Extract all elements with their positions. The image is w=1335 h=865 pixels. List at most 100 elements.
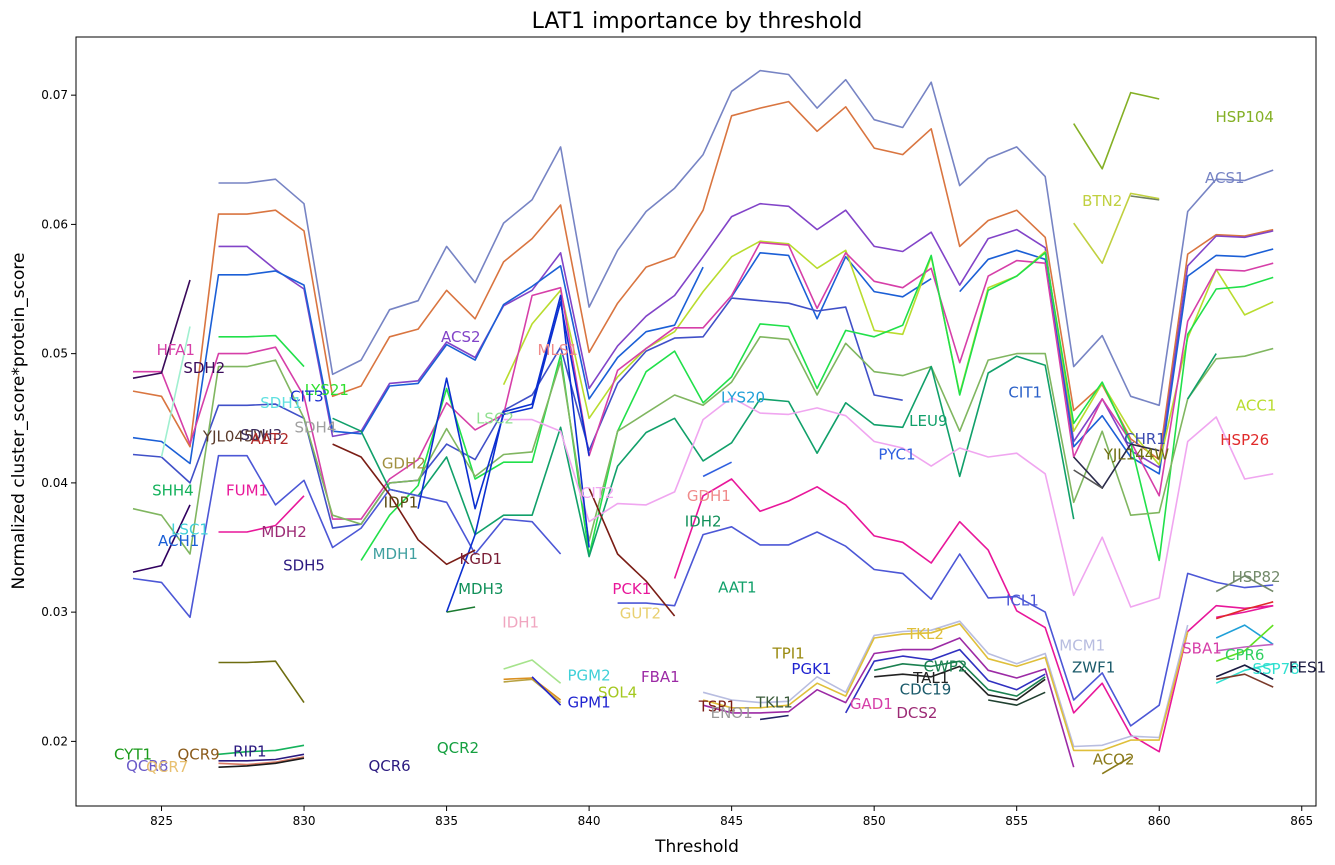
series-label: TPI1 (772, 644, 805, 662)
series-group (132, 69, 1274, 775)
series-line (844, 648, 1046, 714)
series-label: MDH1 (373, 545, 418, 563)
series-label: TAL1 (912, 669, 949, 687)
series-line (360, 252, 1274, 562)
y-tick-label: 0.07 (41, 88, 68, 102)
series-label: CDC19 (900, 681, 952, 699)
series-label: LEU9 (909, 412, 947, 430)
series-label: GDH1 (687, 487, 731, 505)
series-label: ICL1 (1006, 592, 1039, 610)
series-label: LYS21 (305, 381, 349, 399)
series-line (988, 691, 1046, 707)
series-line (1215, 601, 1274, 620)
series-label: CIT1 (1008, 383, 1042, 401)
series-line (1216, 643, 1274, 652)
series-line (503, 396, 1274, 608)
series-line (1215, 624, 1274, 646)
x-tick-label: 855 (1005, 814, 1028, 828)
series-label: MLS1 (538, 341, 578, 359)
series-line (702, 461, 732, 478)
y-tick-label: 0.06 (41, 217, 68, 231)
series-line (874, 665, 1046, 701)
series-line (702, 620, 1189, 748)
series-label: LSC2 (476, 409, 514, 427)
series-label: GAD1 (850, 695, 893, 713)
series-label: CHR1 (1124, 430, 1166, 448)
x-tick-label: 850 (863, 814, 886, 828)
series-label: GUT2 (620, 604, 661, 622)
series-line (503, 659, 562, 684)
series-label: ACC1 (1236, 396, 1277, 414)
series-label: MDH3 (458, 580, 503, 598)
y-tick-label: 0.05 (41, 347, 68, 361)
series-label: YJL045W (202, 427, 269, 445)
series-label: CIT2 (581, 484, 615, 502)
series-line (446, 606, 476, 613)
series-label: ACS1 (1205, 169, 1245, 187)
series-line (160, 326, 191, 458)
series-line (702, 622, 1189, 752)
series-line (218, 334, 305, 368)
series-line (1215, 664, 1274, 681)
series-label: DCS2 (896, 704, 937, 722)
series-line (132, 504, 191, 573)
series-label: QCR6 (368, 757, 410, 775)
series-label: SDH4 (294, 418, 336, 436)
series-label: TSP1 (698, 697, 736, 715)
series-line (1215, 663, 1274, 684)
series-line (445, 294, 590, 613)
series-label: ACO2 (1093, 750, 1135, 768)
series-label: MCM1 (1059, 637, 1105, 655)
series-label: PGK1 (791, 660, 831, 678)
series-label: HSP104 (1215, 108, 1273, 126)
y-tick-label: 0.02 (41, 734, 68, 748)
series-line (132, 335, 1274, 555)
series-label: SDH3 (240, 426, 282, 444)
series-label: FUM1 (226, 482, 268, 500)
series-line (218, 495, 305, 533)
series-label: CWP2 (923, 657, 967, 675)
series-label: SDH5 (283, 557, 325, 575)
series-line (218, 753, 305, 762)
series-line (132, 100, 1274, 461)
series-label: ENO1 (711, 704, 753, 722)
series-line (673, 478, 1274, 753)
series-label: SBA1 (1182, 639, 1222, 657)
series-line (132, 454, 562, 619)
series-label: ZWF1 (1072, 659, 1115, 677)
plot-area (75, 36, 1317, 807)
series-label: SHH4 (152, 482, 194, 500)
series-line (1073, 469, 1103, 489)
series-label: HSP26 (1220, 431, 1269, 449)
series-line (503, 678, 562, 704)
series-line (218, 744, 305, 756)
series-line (132, 264, 704, 465)
series-line (1130, 195, 1160, 201)
series-line (218, 202, 1274, 469)
series-label: AAT1 (718, 579, 756, 597)
series-label: FBA1 (641, 668, 680, 686)
series-label: FES1 (1289, 659, 1326, 677)
series-line (218, 757, 305, 768)
series-line (1215, 624, 1274, 662)
series-label: GPM1 (568, 694, 611, 712)
x-tick-label: 845 (720, 814, 743, 828)
series-line (1101, 756, 1132, 775)
series-label: HFA1 (157, 341, 195, 359)
y-tick-label: 0.04 (41, 476, 68, 490)
series-label: QCR9 (177, 745, 219, 763)
series-label: AAT2 (251, 430, 289, 448)
series-label: IDH1 (502, 613, 539, 631)
series-label: LYS20 (721, 389, 765, 407)
series-line (332, 355, 1075, 558)
series-line (702, 637, 1075, 768)
series-line (1073, 192, 1160, 265)
series-label: TKL2 (906, 625, 944, 643)
series-label: YJL144W (1103, 445, 1170, 463)
series-label: CPR6 (1225, 646, 1265, 664)
series-line (874, 660, 1046, 697)
series-label: SSP78 (1252, 660, 1299, 678)
series-line (1187, 353, 1217, 400)
series-label: MDH2 (261, 523, 306, 541)
